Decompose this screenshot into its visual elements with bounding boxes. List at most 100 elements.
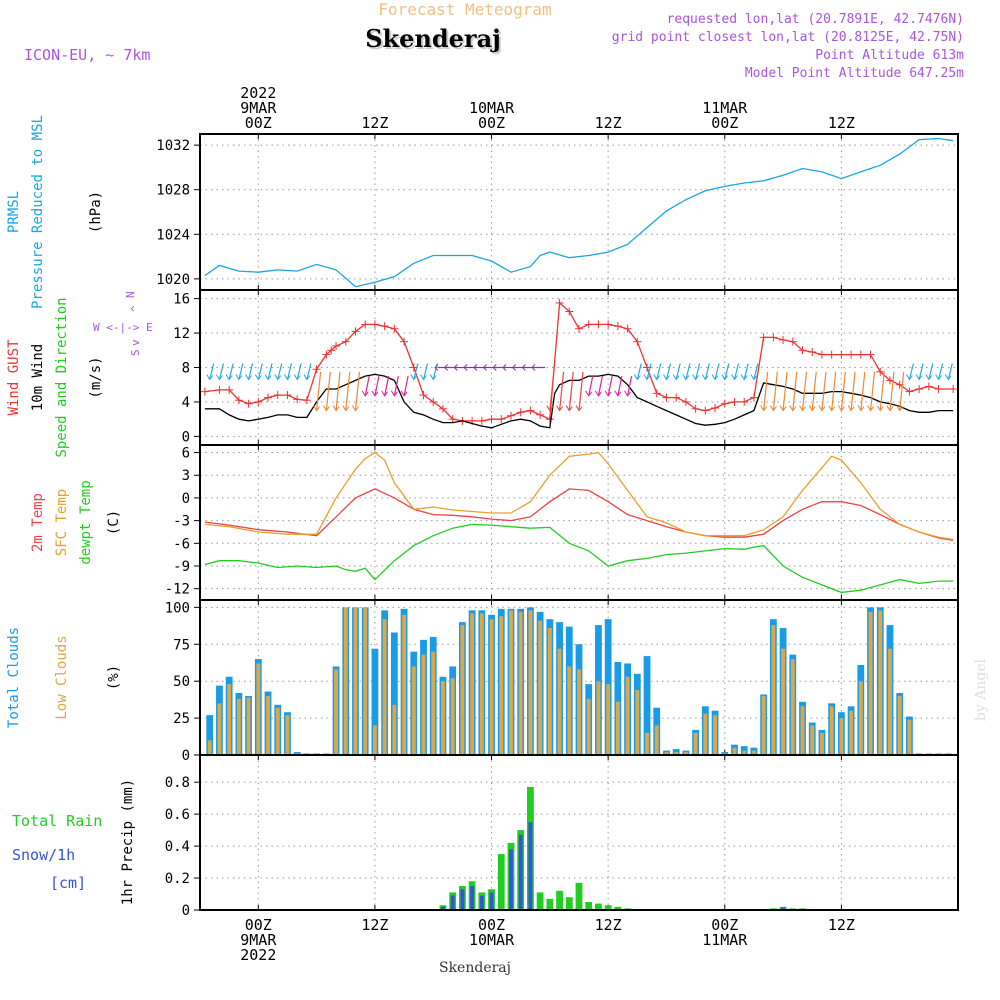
- bar-low-clouds: [217, 703, 222, 755]
- wind-barb-arrow: [896, 405, 904, 412]
- axis-label: 10m Wind: [30, 344, 46, 411]
- grid-coords: grid point closest lon,lat (20.8125E, 42…: [612, 30, 964, 45]
- wind-barb: [393, 375, 399, 396]
- bar-low-clouds: [858, 681, 863, 755]
- bar-snow: [450, 895, 455, 910]
- top-time-label: 00Z: [478, 114, 505, 132]
- bar-snow: [509, 849, 513, 910]
- bar-low-clouds: [266, 695, 270, 755]
- wind-barb-arrow: [915, 374, 923, 381]
- wind-barb: [218, 363, 225, 380]
- bar-low-clouds: [888, 648, 892, 755]
- y-tick-label: 0: [182, 748, 190, 764]
- bar-low-clouds: [732, 747, 737, 755]
- panel-precip: 0.8 0.6 0.4 0.2 0 Total Rain Snow/1h [cm] 1hr Pr…: [12, 754, 959, 919]
- axis-label: Low Clouds: [54, 635, 70, 719]
- wind-barb: [335, 371, 341, 411]
- wind-barb-arrow: [808, 405, 816, 412]
- wind-barb-arrow: [361, 390, 369, 397]
- wind-barb: [267, 363, 273, 380]
- bar-rain: [546, 898, 554, 910]
- point-altitude: Point Altitude 613m: [815, 48, 964, 63]
- wind-barb: [568, 371, 574, 411]
- wind-barb: [869, 371, 876, 411]
- wind-barb-arrow: [313, 405, 321, 412]
- bar-low-clouds: [606, 684, 611, 755]
- header: Forecast Meteogram Skenderaj Skenderaj I…: [24, 0, 964, 81]
- bar-low-clouds: [645, 732, 649, 755]
- panel-pressure: 1020 1024 1028 1032 PRMSL Pressure Reduced to…: [6, 115, 959, 309]
- wind-barb-arrow: [575, 405, 583, 412]
- bottom-time-label: 12Z: [828, 916, 855, 934]
- wind-barb-arrow: [284, 374, 291, 381]
- bar-low-clouds: [674, 752, 679, 755]
- wind-barb: [364, 375, 370, 396]
- snow-label: Snow/1h: [12, 846, 75, 864]
- bar-low-clouds: [402, 614, 407, 755]
- wind-barb-arrow: [502, 364, 507, 371]
- axis-label: Total Clouds: [6, 627, 22, 728]
- wind-barb-arrow: [235, 374, 243, 381]
- wind-barb-arrow: [925, 374, 933, 381]
- bar-low-clouds: [450, 678, 455, 755]
- wind-barb-arrow: [740, 374, 748, 381]
- wind-barb: [899, 371, 905, 411]
- wind-barb-arrow: [701, 374, 709, 381]
- wind-barb-arrow: [731, 374, 738, 381]
- wind-barb-arrow: [531, 364, 536, 371]
- top-time-label: 11MAR: [702, 99, 748, 117]
- bottom-time-label: 00Z: [478, 916, 505, 934]
- y-tick-label: -12: [165, 582, 190, 598]
- bar-rain: [565, 897, 573, 910]
- y-tick-label: 0: [182, 491, 190, 507]
- location-shadow: Skenderaj: [367, 26, 503, 55]
- wind-barb-arrow: [371, 390, 379, 397]
- wind-barb-arrow: [789, 405, 797, 412]
- top-time-label: 12Z: [828, 114, 855, 132]
- wind-barb: [413, 363, 419, 380]
- top-time-label: 00Z: [245, 114, 272, 132]
- wind-barb: [908, 363, 914, 380]
- wind-barb: [724, 363, 730, 380]
- panels: 1020 1024 1028 1032 PRMSL Pressure Reduced to…: [6, 115, 959, 919]
- wind-barb: [704, 363, 710, 380]
- wind-barb: [296, 363, 302, 380]
- wind-barb-arrow: [434, 364, 439, 371]
- wind-barb: [578, 371, 584, 411]
- bar-low-clouds: [411, 666, 416, 755]
- wind-barb-arrow: [264, 374, 272, 381]
- wind-barb: [248, 363, 254, 380]
- wind-barb-arrow: [672, 374, 680, 381]
- wind-barb-arrow: [216, 374, 223, 381]
- wind-barb: [277, 363, 283, 380]
- bar-total-clouds: [371, 648, 379, 755]
- panel-frame: [199, 444, 959, 601]
- y-tick-label: 0.4: [165, 839, 190, 855]
- wind-barb-arrow: [332, 405, 340, 412]
- wind-barb-arrow: [769, 405, 777, 412]
- wind-barb: [588, 375, 594, 396]
- bar-low-clouds: [343, 607, 348, 755]
- requested-coords: requested lon,lat (20.7891E, 42.7476N): [667, 12, 964, 27]
- wind-barb: [714, 363, 720, 380]
- wind-barb-arrow: [818, 405, 826, 412]
- wind-barb-arrow: [799, 405, 806, 412]
- bottom-time-label: 10MAR: [469, 931, 515, 949]
- wind-barb: [257, 363, 263, 380]
- bar-rain: [604, 905, 612, 910]
- bar-low-clouds: [810, 725, 815, 755]
- y-tick-label: 1024: [156, 227, 190, 243]
- bar-low-clouds: [518, 611, 523, 755]
- precip-axis-label: 1hr Precip (mm): [120, 779, 136, 905]
- wind-barb: [840, 371, 846, 411]
- series-line: [204, 523, 954, 594]
- wind-barb-arrow: [420, 374, 427, 381]
- bar-low-clouds: [820, 732, 824, 755]
- wind-barb: [665, 363, 672, 380]
- bar-rain: [536, 892, 544, 910]
- axis-label: (%): [106, 665, 122, 690]
- bar-snow: [489, 892, 494, 910]
- y-tick-label: -9: [173, 559, 190, 575]
- bar-low-clouds: [256, 663, 261, 755]
- wind-barb-arrow: [663, 374, 670, 381]
